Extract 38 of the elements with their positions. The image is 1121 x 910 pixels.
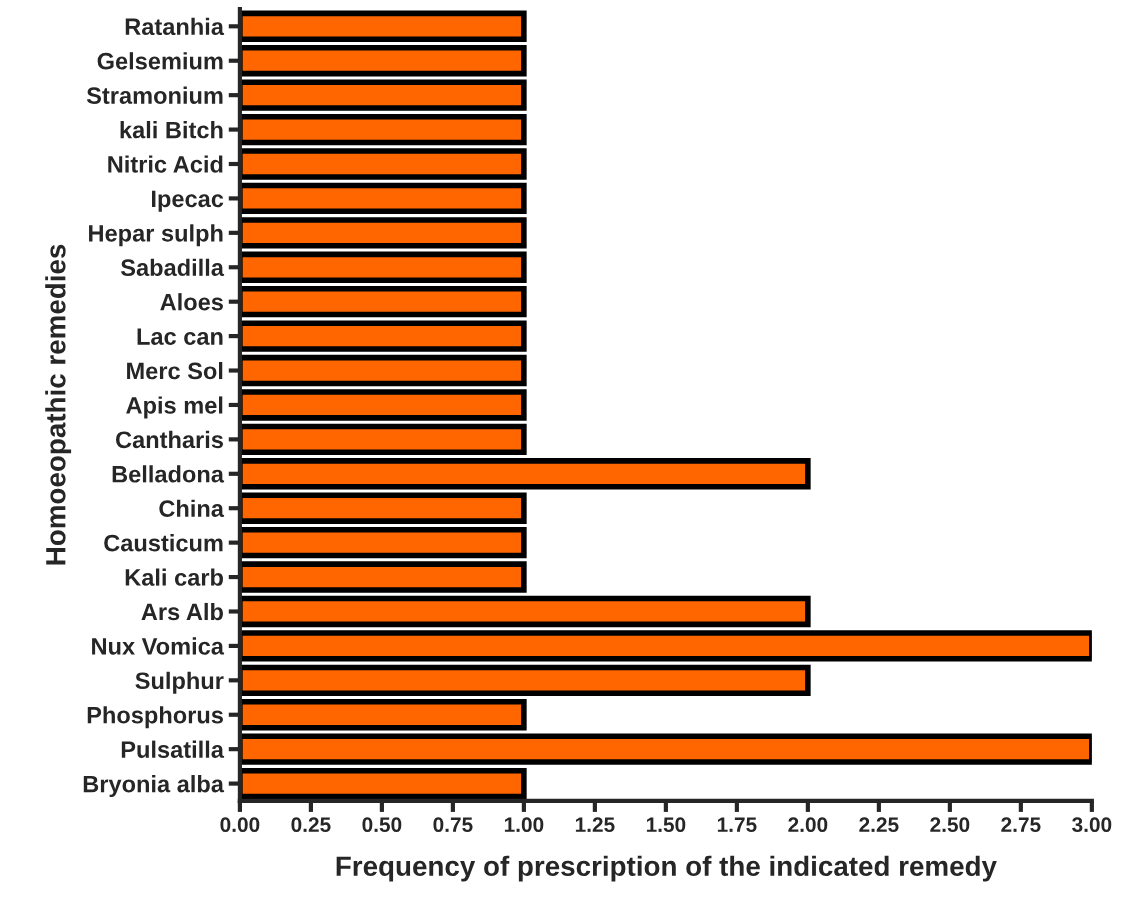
x-axis-title: Frequency of prescription of the indicated remedy [336,855,997,882]
y-tick-label: Merc Sol [127,361,223,380]
x-tick-label: 0.25 [291,817,331,833]
x-tick-label: 2.75 [1001,817,1041,833]
y-tick-label: Hepar sulph [89,224,223,247]
y-tick-label: Causticum [104,534,223,552]
y-tick-label: Phosphorus [87,706,223,729]
y-tick-label: kali Bitch [120,121,223,139]
y-tick-label: Nitric Acid [108,155,223,173]
y-tick-label: Cantharis [116,430,223,449]
y-tick-label: Gelsemium [97,52,223,70]
y-tick-label: Aloes [160,293,223,311]
y-tick-label: Bryonia alba [83,775,225,798]
x-tick-label: 0.00 [220,817,260,833]
y-tick-label: Stramonium [86,86,223,104]
x-tick-label: 1.75 [717,817,757,833]
x-tick-label: 2.00 [788,817,828,833]
y-tick-label: Sulphur [135,671,224,694]
y-tick-label: Pulsatilla [121,740,225,758]
x-tick-label: 2.50 [930,817,970,833]
x-tick-label: 3.00 [1072,817,1112,833]
y-tick-label: Ratanhia [125,17,225,36]
y-tick-label: Ars Alb [141,602,223,621]
y-tick-label: Kali carb [125,568,223,586]
y-tick-label: Ipecac [152,190,224,212]
y-tick-label: Lac can [137,328,223,345]
x-tick-label: 1.00 [504,817,544,833]
x-tick-label: 2.25 [859,817,899,833]
y-axis-title: Homoeopathic remedies [45,244,72,565]
y-tick-label: China [159,499,225,517]
x-tick-label: 1.25 [575,817,615,833]
x-tick-label: 1.50 [646,817,686,833]
y-tick-label: Apis mel [126,396,223,419]
y-tick-label: Belladona [112,465,225,483]
x-tick-label: 0.50 [362,817,402,833]
x-tick-label: 0.75 [433,817,473,833]
y-tick-label: Sabadilla [120,258,225,277]
y-tick-label: Nux Vomica [92,637,225,655]
